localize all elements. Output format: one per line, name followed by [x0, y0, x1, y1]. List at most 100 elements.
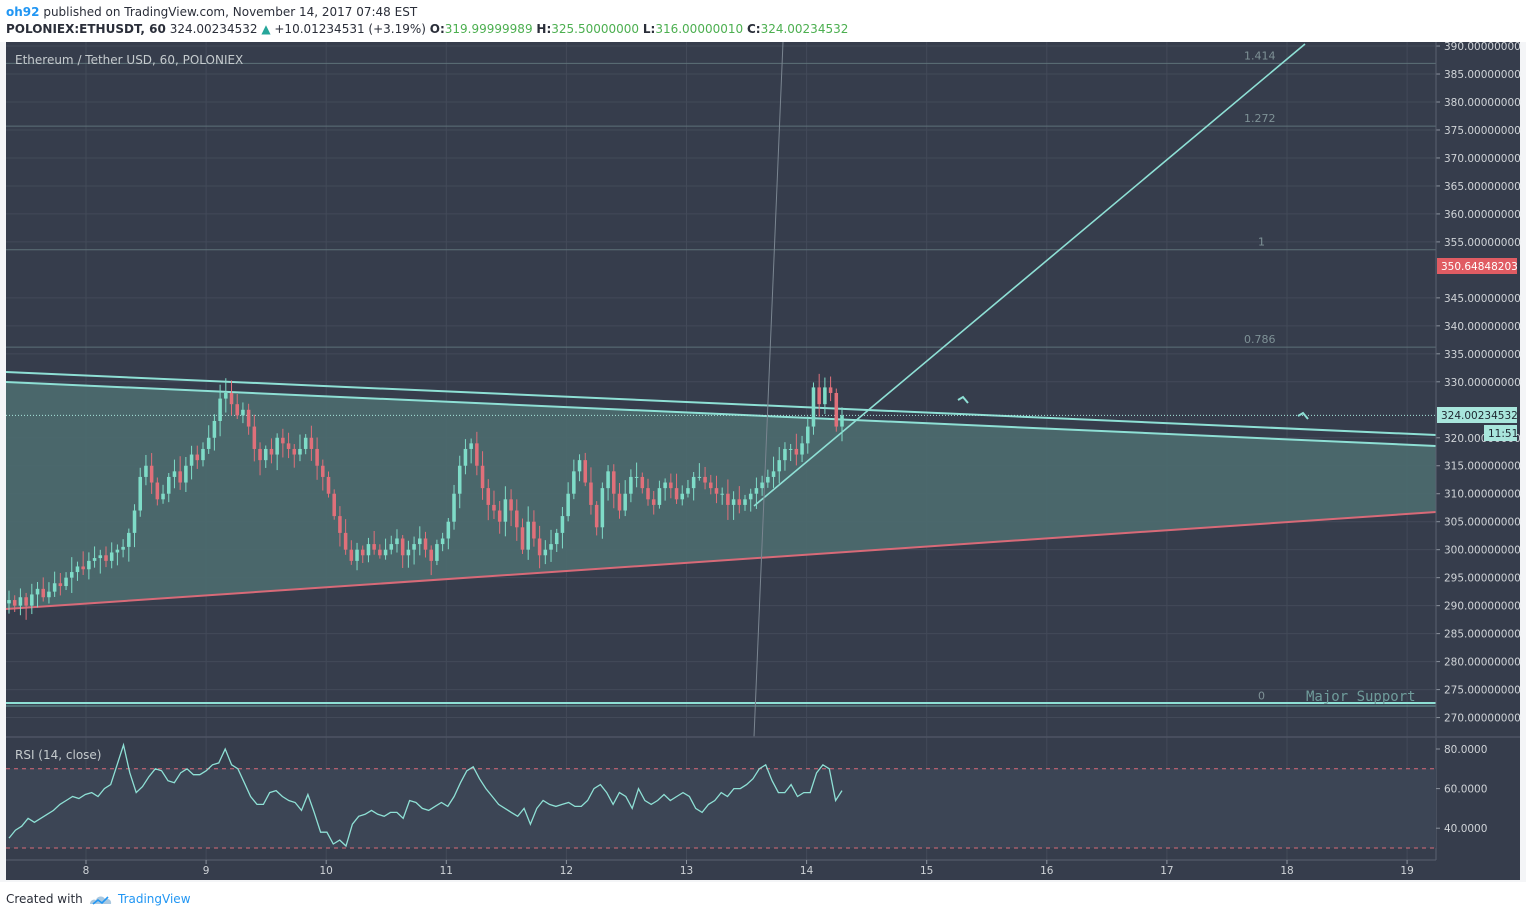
- symbol-label: POLONIEX:ETHUSDT, 60: [6, 22, 166, 36]
- candle-body: [378, 549, 382, 556]
- candle-body: [258, 448, 262, 461]
- rsi-tick-label: 80.0000: [1444, 744, 1487, 756]
- y-tick-label: 275.00000000: [1444, 685, 1521, 697]
- x-tick-label: 17: [1160, 865, 1173, 877]
- upper-trendline-1[interactable]: [5, 371, 1437, 436]
- candle-body: [275, 437, 279, 455]
- candlestick-series: [7, 373, 844, 620]
- current-price-tag-bg: [1437, 407, 1517, 423]
- candle-body: [47, 591, 51, 598]
- x-tick-label: 13: [680, 865, 693, 877]
- candle-body: [224, 392, 228, 399]
- candle-body: [811, 387, 816, 427]
- candle-body: [600, 488, 605, 528]
- candle-body: [206, 437, 211, 449]
- candle-body: [115, 549, 120, 553]
- x-tick-label: 15: [920, 865, 933, 877]
- candle-body: [435, 544, 439, 561]
- price-axis-background: [1436, 42, 1520, 880]
- y-tick-label: 305.00000000: [1444, 517, 1521, 529]
- candle-body: [651, 499, 656, 505]
- arrow-marker-1[interactable]: [957, 395, 969, 404]
- candle-body: [241, 409, 245, 416]
- candle-body: [629, 476, 633, 494]
- candle-body: [726, 493, 730, 505]
- publish-header: oh92 published on TradingView.com, Novem…: [0, 0, 1526, 42]
- y-tick-label: 315.00000000: [1444, 461, 1521, 473]
- created-with-text: Created with: [6, 892, 83, 906]
- candle-body: [714, 488, 719, 494]
- candle-body: [800, 443, 804, 455]
- candle-body: [686, 488, 690, 494]
- price-axis[interactable]: 390.00000000 385.00000000 380.00000000 375.…: [1435, 42, 1521, 860]
- time-axis[interactable]: 8 9 10 11 12 13 14 15 16 17 18 19: [6, 859, 1436, 877]
- y-tick-label: 300.00000000: [1444, 545, 1521, 557]
- candle-body: [321, 465, 325, 477]
- candle-body: [292, 448, 297, 455]
- countdown-tag: 11:51: [1488, 428, 1518, 440]
- candle-body: [355, 549, 359, 561]
- author-link[interactable]: oh92: [6, 5, 40, 19]
- x-tick-label: 19: [1400, 865, 1413, 877]
- rsi-band: [6, 768, 1436, 848]
- rsi-tick-label: 40.0000: [1444, 823, 1487, 835]
- candle-body: [389, 544, 394, 550]
- fib-level-label: 1: [1258, 236, 1265, 249]
- candle-body: [52, 583, 57, 592]
- candle-body: [492, 504, 496, 511]
- candle-body: [452, 493, 456, 522]
- candle-body: [817, 387, 821, 405]
- last-price: 324.00234532: [169, 22, 258, 36]
- candle-body: [440, 538, 445, 545]
- projection-line[interactable]: [753, 43, 1306, 507]
- price-change: +10.01234531 (+3.19%): [274, 22, 426, 36]
- grid: [6, 42, 1436, 860]
- major-support-label: Major Support: [1306, 689, 1416, 705]
- candle-body: [64, 577, 68, 587]
- candle-body: [406, 549, 411, 556]
- candle-body: [166, 476, 171, 494]
- candle-body: [383, 549, 388, 556]
- y-tick-label: 290.00000000: [1444, 601, 1521, 613]
- candle-body: [429, 549, 433, 561]
- y-tick-label: 365.00000000: [1444, 181, 1521, 193]
- candle-body: [691, 476, 696, 489]
- candle-body: [172, 471, 177, 477]
- candle-body: [161, 493, 165, 500]
- candle-body: [697, 476, 702, 478]
- candle-body: [104, 555, 108, 561]
- chart-canvas[interactable]: 1.414 1.272 1 0.786 0 Ethereum / Tether USD,…: [0, 42, 1526, 882]
- open-label: O:: [429, 22, 445, 36]
- x-tick-label: 9: [203, 865, 210, 877]
- overlay-annotations: Ethereum / Tether USD, 60, POLONIEX Majo…: [15, 53, 1416, 705]
- candle-body: [69, 572, 74, 578]
- tradingview-link[interactable]: TradingView: [118, 892, 191, 906]
- lower-support-line[interactable]: [5, 511, 1437, 610]
- candle-body: [155, 482, 160, 500]
- y-tick-label: 345.00000000: [1444, 293, 1521, 305]
- candle-body: [554, 532, 559, 545]
- candle-body: [246, 409, 251, 427]
- candle-body: [35, 588, 40, 595]
- candle-body: [589, 482, 593, 505]
- y-tick-label: 355.00000000: [1444, 237, 1521, 249]
- candle-body: [606, 471, 610, 489]
- x-tick-label: 12: [560, 865, 573, 877]
- candle-body: [309, 437, 314, 449]
- y-tick-label: 295.00000000: [1444, 573, 1521, 585]
- x-tick-label: 8: [83, 865, 90, 877]
- upper-trendline-2[interactable]: [5, 381, 1437, 447]
- candle-body: [634, 476, 639, 478]
- arrow-marker-2[interactable]: [1297, 411, 1309, 420]
- trend-lines[interactable]: [5, 42, 1437, 738]
- candle-body: [520, 527, 525, 550]
- candle-body: [349, 549, 354, 561]
- candle-body: [127, 532, 131, 547]
- candle-body: [109, 552, 114, 561]
- candle-body: [760, 482, 764, 489]
- high-label: H:: [536, 22, 552, 36]
- vertical-guide-line[interactable]: [753, 42, 784, 738]
- candle-body: [771, 471, 776, 477]
- candle-body: [743, 499, 747, 505]
- candle-body: [543, 549, 548, 556]
